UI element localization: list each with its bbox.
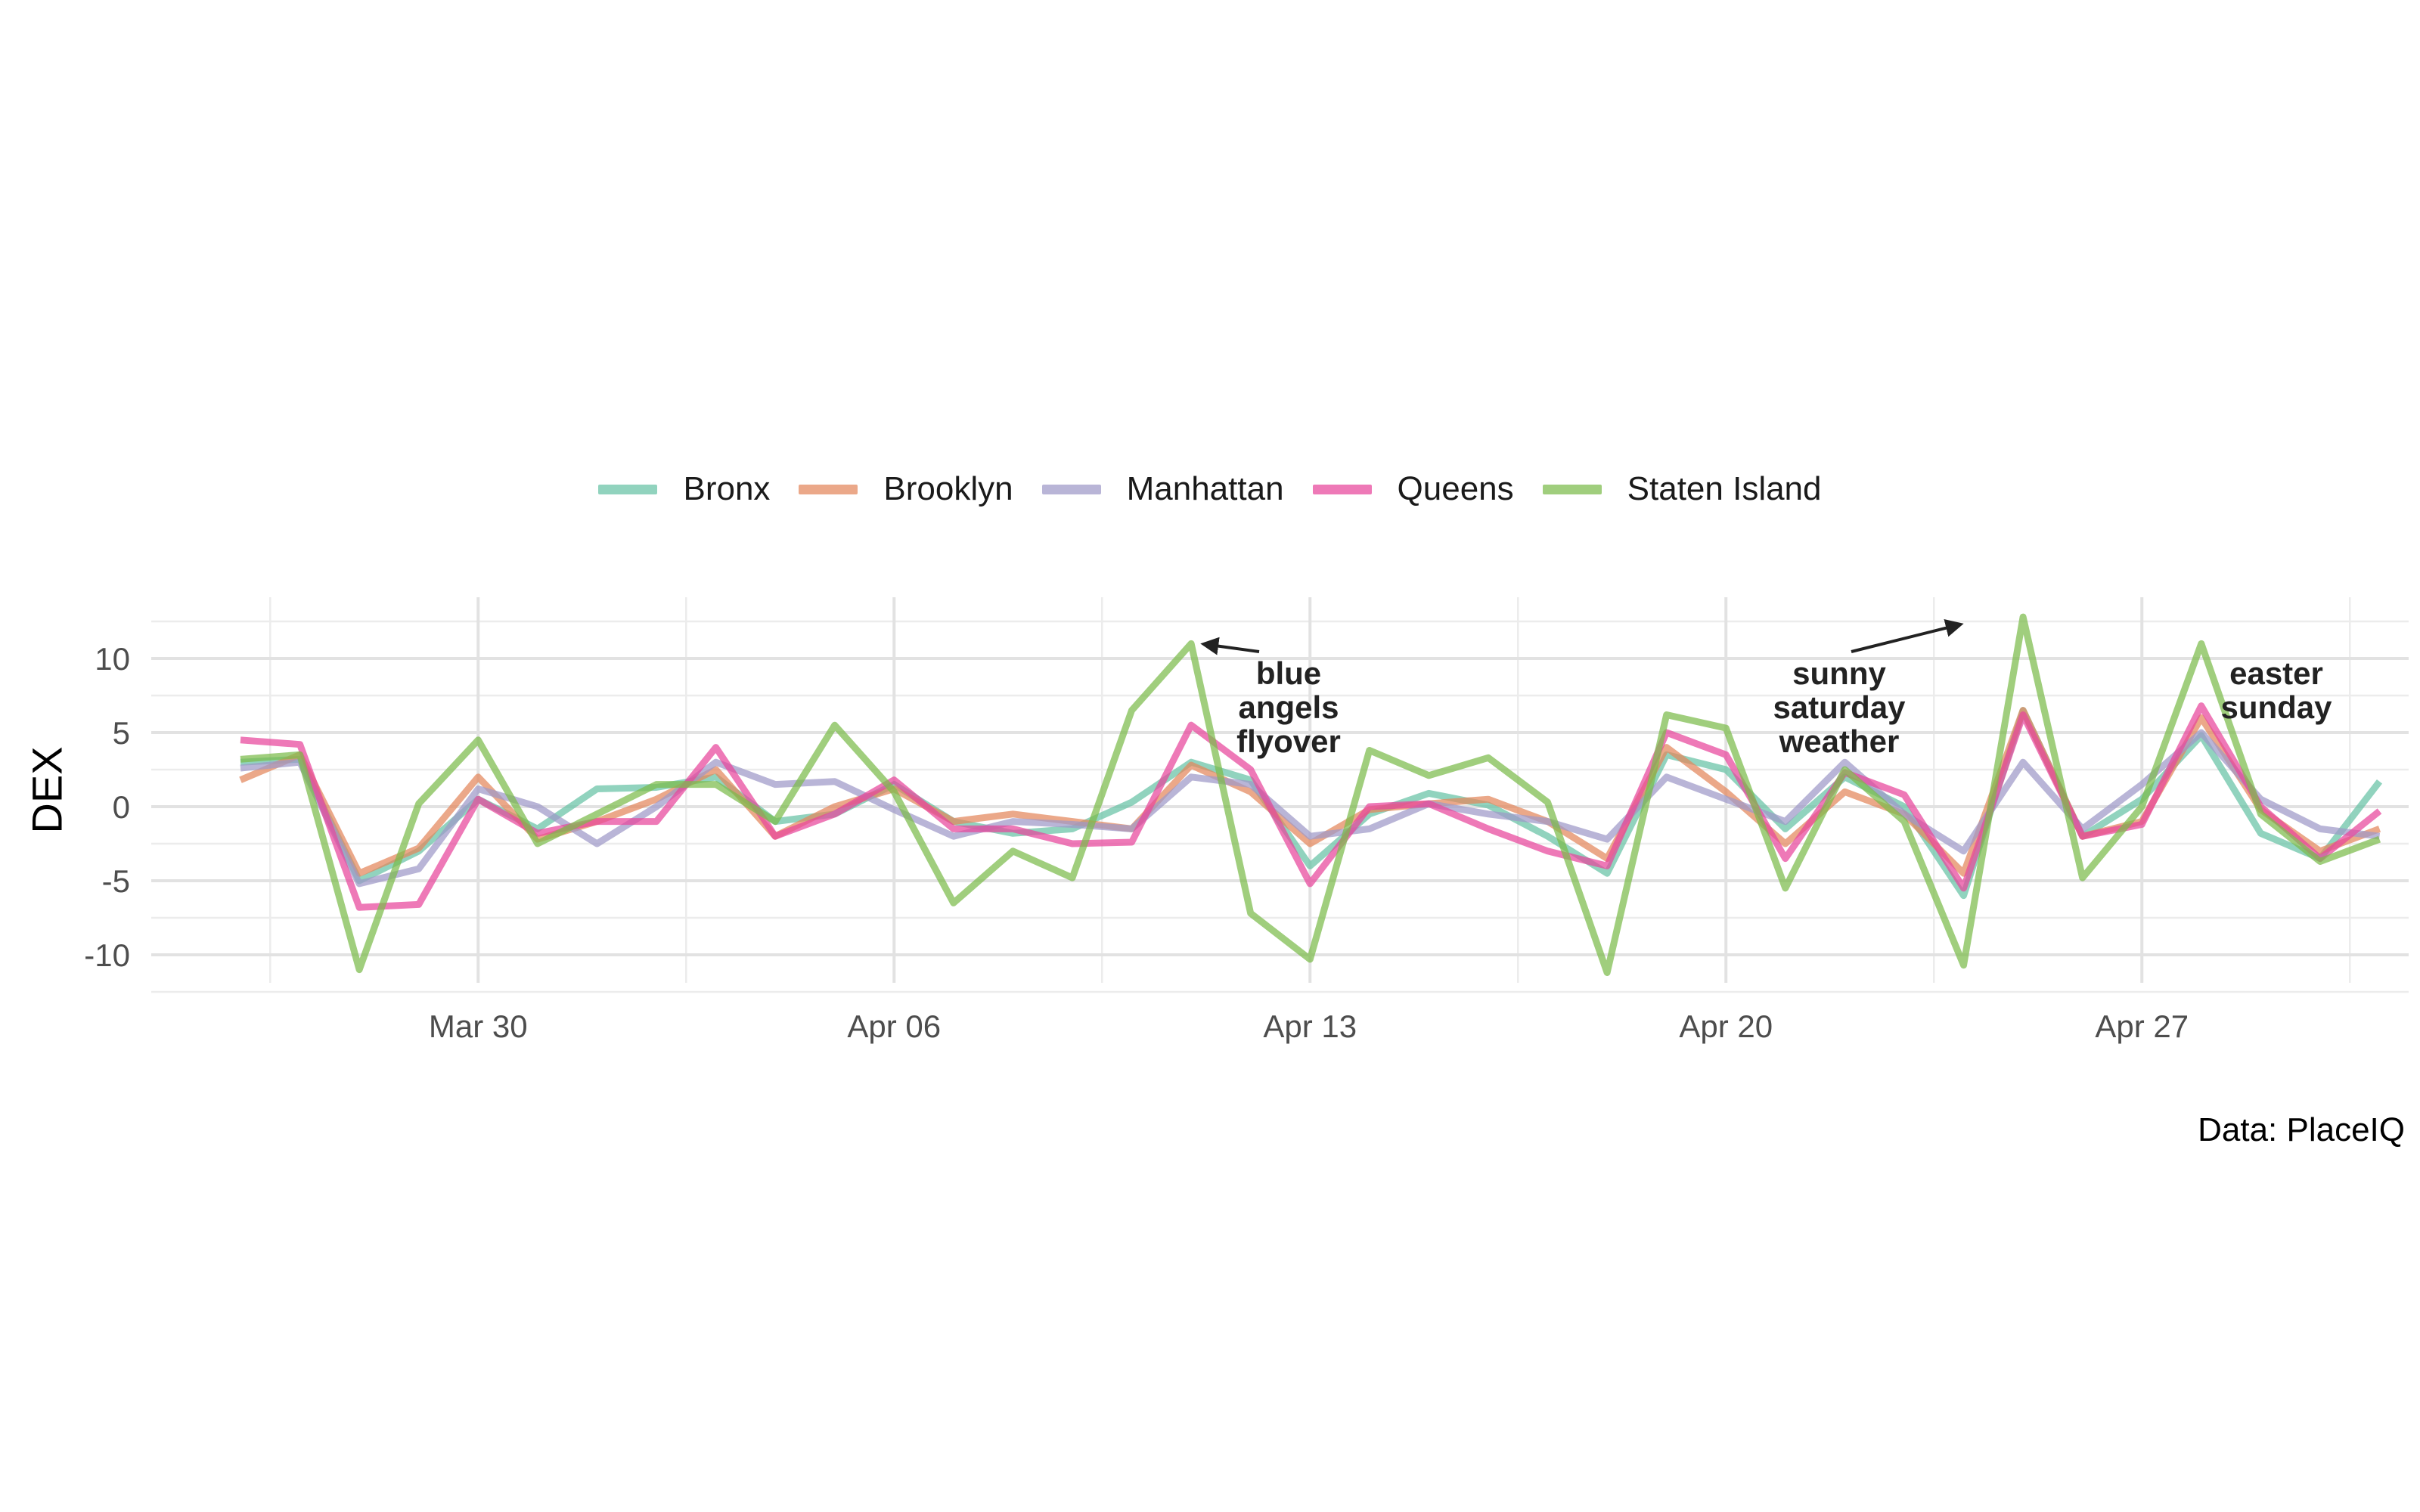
legend-item-manhattan: Manhattan bbox=[1041, 470, 1284, 508]
y-axis-label: DEX bbox=[23, 746, 71, 834]
legend-swatch bbox=[1312, 484, 1372, 494]
annotation-text: flyover bbox=[1236, 723, 1341, 759]
legend-swatch bbox=[598, 484, 658, 494]
x-tick-label: Mar 30 bbox=[429, 1009, 528, 1044]
annotation-text: blue bbox=[1256, 655, 1321, 691]
legend-item-bronx: Bronx bbox=[598, 470, 770, 508]
legend-label: Queens bbox=[1397, 470, 1514, 507]
y-tick-label: -5 bbox=[102, 863, 130, 899]
annotation-text: sunday bbox=[2220, 689, 2332, 725]
legend-item-queens: Queens bbox=[1312, 470, 1514, 508]
y-axis-ticks: 10 5 0 -5 -10 bbox=[84, 641, 130, 973]
minor-gridlines bbox=[151, 597, 2409, 993]
legend-label: Brooklyn bbox=[883, 470, 1013, 507]
annotation-arrows bbox=[1200, 619, 1964, 655]
legend-label: Bronx bbox=[683, 470, 771, 507]
annotation-arrow bbox=[1200, 637, 1260, 655]
legend-item-brooklyn: Brooklyn bbox=[799, 470, 1013, 508]
legend-label: Manhattan bbox=[1126, 470, 1284, 507]
series-line-queens bbox=[240, 702, 2382, 911]
annotation-text: weather bbox=[1779, 723, 1900, 759]
legend-swatch bbox=[1041, 484, 1101, 494]
legend-label: Staten Island bbox=[1627, 470, 1822, 507]
legend-swatch bbox=[1542, 484, 1602, 494]
y-tick-label: -10 bbox=[84, 937, 130, 973]
series-line-staten-island bbox=[240, 613, 2381, 976]
annotation-text: easter bbox=[2229, 655, 2323, 691]
annotation-text: saturday bbox=[1773, 689, 1906, 725]
annotation-text: sunny bbox=[1792, 655, 1886, 691]
series-lines bbox=[239, 613, 2383, 976]
y-tick-label: 10 bbox=[95, 641, 130, 677]
y-tick-label: 5 bbox=[113, 715, 130, 751]
y-tick-label: 0 bbox=[113, 789, 130, 825]
annotation-text: angels bbox=[1238, 689, 1339, 725]
legend-swatch bbox=[799, 484, 858, 494]
series-line-manhattan bbox=[240, 729, 2381, 888]
x-tick-label: Apr 06 bbox=[847, 1009, 941, 1044]
x-axis-ticks: Mar 30 Apr 06 Apr 13 Apr 20 Apr 27 bbox=[429, 1009, 2189, 1044]
data-source-caption: Data: PlaceIQ bbox=[2198, 1111, 2405, 1148]
x-tick-label: Apr 27 bbox=[2095, 1009, 2189, 1044]
legend-item-staten-island: Staten Island bbox=[1542, 470, 1822, 508]
legend: Bronx Brooklyn Manhattan Queens Staten Islan… bbox=[0, 470, 2420, 508]
x-tick-label: Apr 13 bbox=[1263, 1009, 1357, 1044]
annotation-arrow bbox=[1851, 619, 1964, 653]
x-tick-label: Apr 20 bbox=[1679, 1009, 1773, 1044]
